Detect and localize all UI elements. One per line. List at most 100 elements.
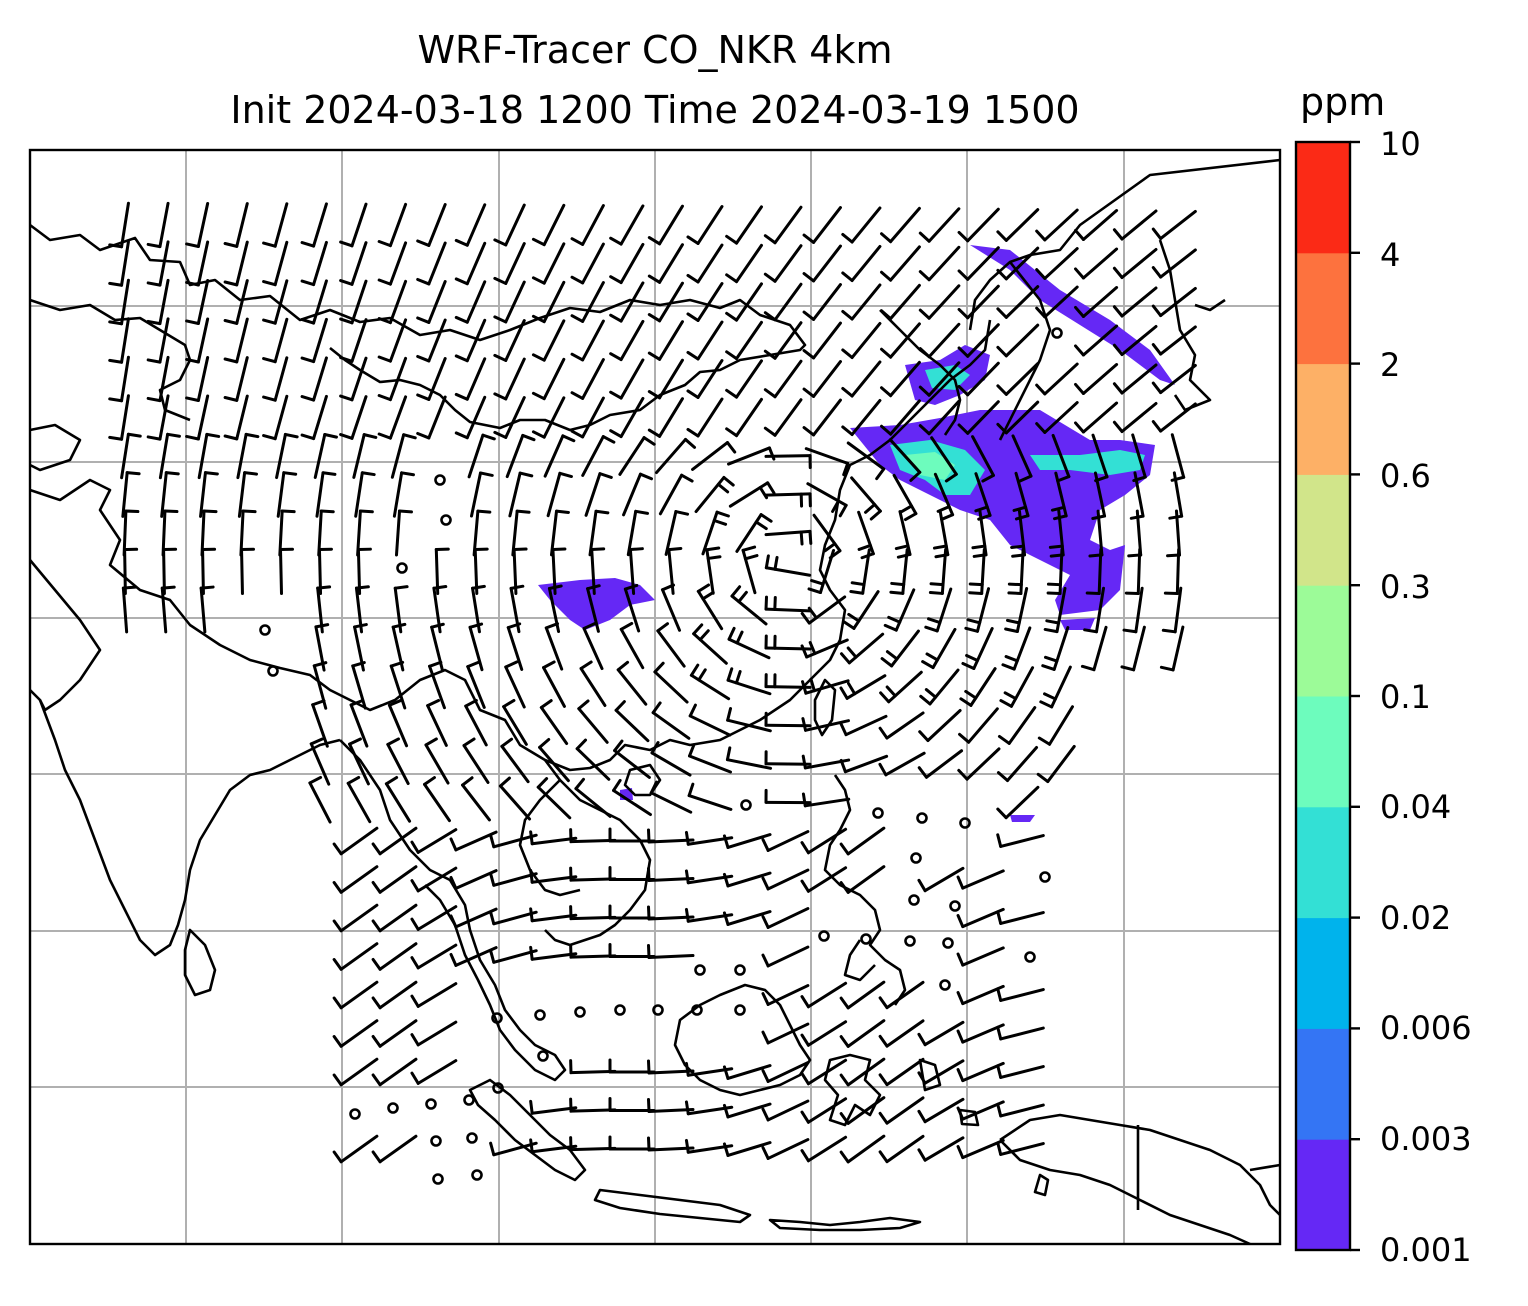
wind-barb [918,322,961,359]
calm-wind-marker [818,930,830,942]
wind-barb [569,828,617,844]
wind-barb [454,241,487,286]
calm-markers [259,327,1063,1185]
calm-wind-marker [910,852,922,864]
wind-barb [394,509,413,557]
wind-barb [489,949,538,964]
wind-barb [880,399,921,436]
wind-barb [416,241,447,286]
wind-barb [646,1059,695,1075]
wind-barb [1041,626,1070,671]
calm-wind-marker [537,1050,549,1062]
calm-wind-marker [694,964,706,976]
wind-barb [800,1020,848,1047]
wind-barb [185,201,210,249]
wind-barb [472,509,492,557]
wind-barb [1007,548,1025,595]
calm-wind-marker [466,1132,478,1144]
wind-barb [839,865,886,894]
wind-barb [839,1096,886,1125]
wind-barb [609,358,645,400]
wind-barb [956,869,1005,890]
wind-barb [846,441,886,481]
wind-barb [371,980,418,1010]
wind-barb [377,356,408,402]
wind-barb [996,910,1045,925]
calm-wind-marker [434,474,446,486]
wind-barb [108,201,130,249]
wind-barb [223,317,249,364]
wind-barb [416,395,447,440]
wind-barb [658,473,694,516]
wind-barb [608,866,656,882]
wind-barb [332,1019,379,1048]
plume-patch [1030,450,1145,475]
wind-barb [918,284,961,320]
wind-barb [646,943,695,959]
wind-barb [800,866,848,893]
wind-barb [536,777,572,820]
wind-barb [999,666,1035,708]
wind-barb [569,866,617,882]
wind-barb [839,1057,886,1087]
wind-barb [878,1019,925,1048]
wind-barb [389,660,407,710]
wind-barb [841,360,882,398]
wind-barb [655,437,697,475]
wind-barb [623,583,641,633]
calm-wind-marker [432,1173,444,1185]
wind-barb [371,903,418,933]
wind-barb [880,283,921,321]
wind-barb [841,206,882,244]
wind-barb [609,204,645,246]
wind-barb [802,206,842,244]
wind-barb [841,283,882,321]
wind-barb [223,279,249,325]
wind-barb [888,438,922,482]
wind-barb [352,433,378,479]
wind-barb [454,395,487,440]
calm-wind-marker [949,900,961,912]
wind-barb [727,626,771,660]
wind-barb [996,1141,1045,1156]
calm-wind-marker [425,1098,437,1110]
calm-wind-marker [349,1108,361,1120]
wind-barb [1080,625,1108,672]
wind-barb [878,1134,925,1164]
wind-barb [390,433,417,479]
wind-barb [1112,209,1158,241]
wind-barb [687,782,733,811]
wind-barb [917,866,965,893]
wind-barb [493,319,526,362]
wind-barb [764,554,812,577]
wind-barb [262,202,289,248]
wind-barb [332,1134,379,1164]
wind-barb [410,982,458,1008]
wind-barb [309,737,331,786]
wind-barb [880,206,921,244]
wind-barb [197,432,221,480]
wind-barb [996,785,1040,820]
calm-wind-marker [652,1004,664,1016]
wind-barb [763,321,803,360]
wind-barb [616,660,648,706]
wind-barb [489,910,538,926]
wind-barb [262,317,289,364]
wind-barb [613,739,651,779]
wind-barb [371,1057,418,1087]
wind-barb [300,394,328,441]
wind-barb [918,245,961,282]
wind-barb [276,471,298,518]
wind-barb [647,358,684,400]
wind-barb [608,827,656,843]
wind-barb [996,246,1040,281]
wind-barb [300,317,328,364]
wind-barb [761,1138,810,1160]
wind-barb [569,1136,617,1152]
wind-barb [579,660,607,707]
wind-barb [761,1099,810,1122]
calm-wind-marker [492,1082,504,1094]
wind-barb [763,244,803,283]
wind-barb [120,432,142,480]
